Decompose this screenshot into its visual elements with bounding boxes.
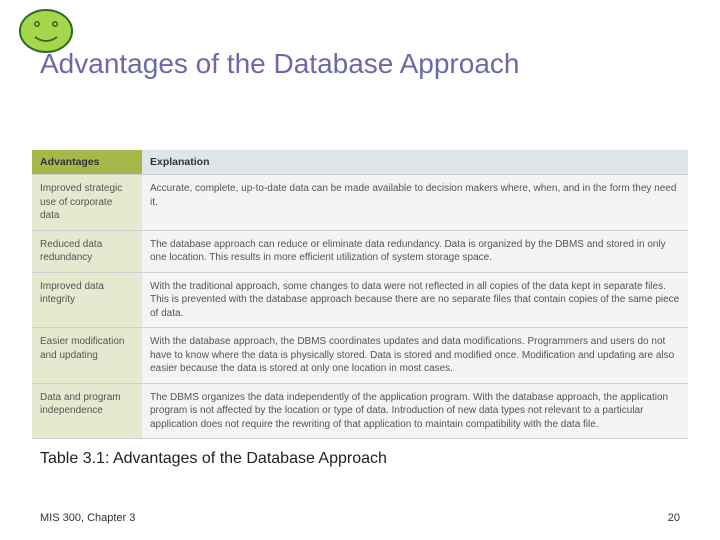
advantages-table: Advantages Explanation Improved strategi… (32, 150, 688, 439)
cell-explanation: With the traditional approach, some chan… (142, 272, 688, 328)
table-row: Improved data integrity With the traditi… (32, 272, 688, 328)
table-row: Improved strategic use of corporate data… (32, 175, 688, 231)
cell-explanation: Accurate, complete, up-to-date data can … (142, 175, 688, 231)
table-row: Easier modification and updating With th… (32, 328, 688, 384)
cell-advantage: Improved data integrity (32, 272, 142, 328)
cell-explanation: With the database approach, the DBMS coo… (142, 328, 688, 384)
cell-advantage: Reduced data redundancy (32, 230, 142, 272)
table-caption: Table 3.1: Advantages of the Database Ap… (40, 450, 387, 468)
cell-explanation: The DBMS organizes the data independentl… (142, 383, 688, 439)
footer-course: MIS 300, Chapter 3 (40, 512, 135, 524)
table-header-row: Advantages Explanation (32, 150, 688, 175)
table-row: Data and program independence The DBMS o… (32, 383, 688, 439)
cell-advantage: Improved strategic use of corporate data (32, 175, 142, 231)
column-header-advantages: Advantages (32, 150, 142, 175)
page-title: Advantages of the Database Approach (40, 48, 519, 80)
cell-explanation: The database approach can reduce or elim… (142, 230, 688, 272)
footer-page-number: 20 (668, 512, 680, 524)
cell-advantage: Data and program independence (32, 383, 142, 439)
column-header-explanation: Explanation (142, 150, 688, 175)
cell-advantage: Easier modification and updating (32, 328, 142, 384)
table-row: Reduced data redundancy The database app… (32, 230, 688, 272)
